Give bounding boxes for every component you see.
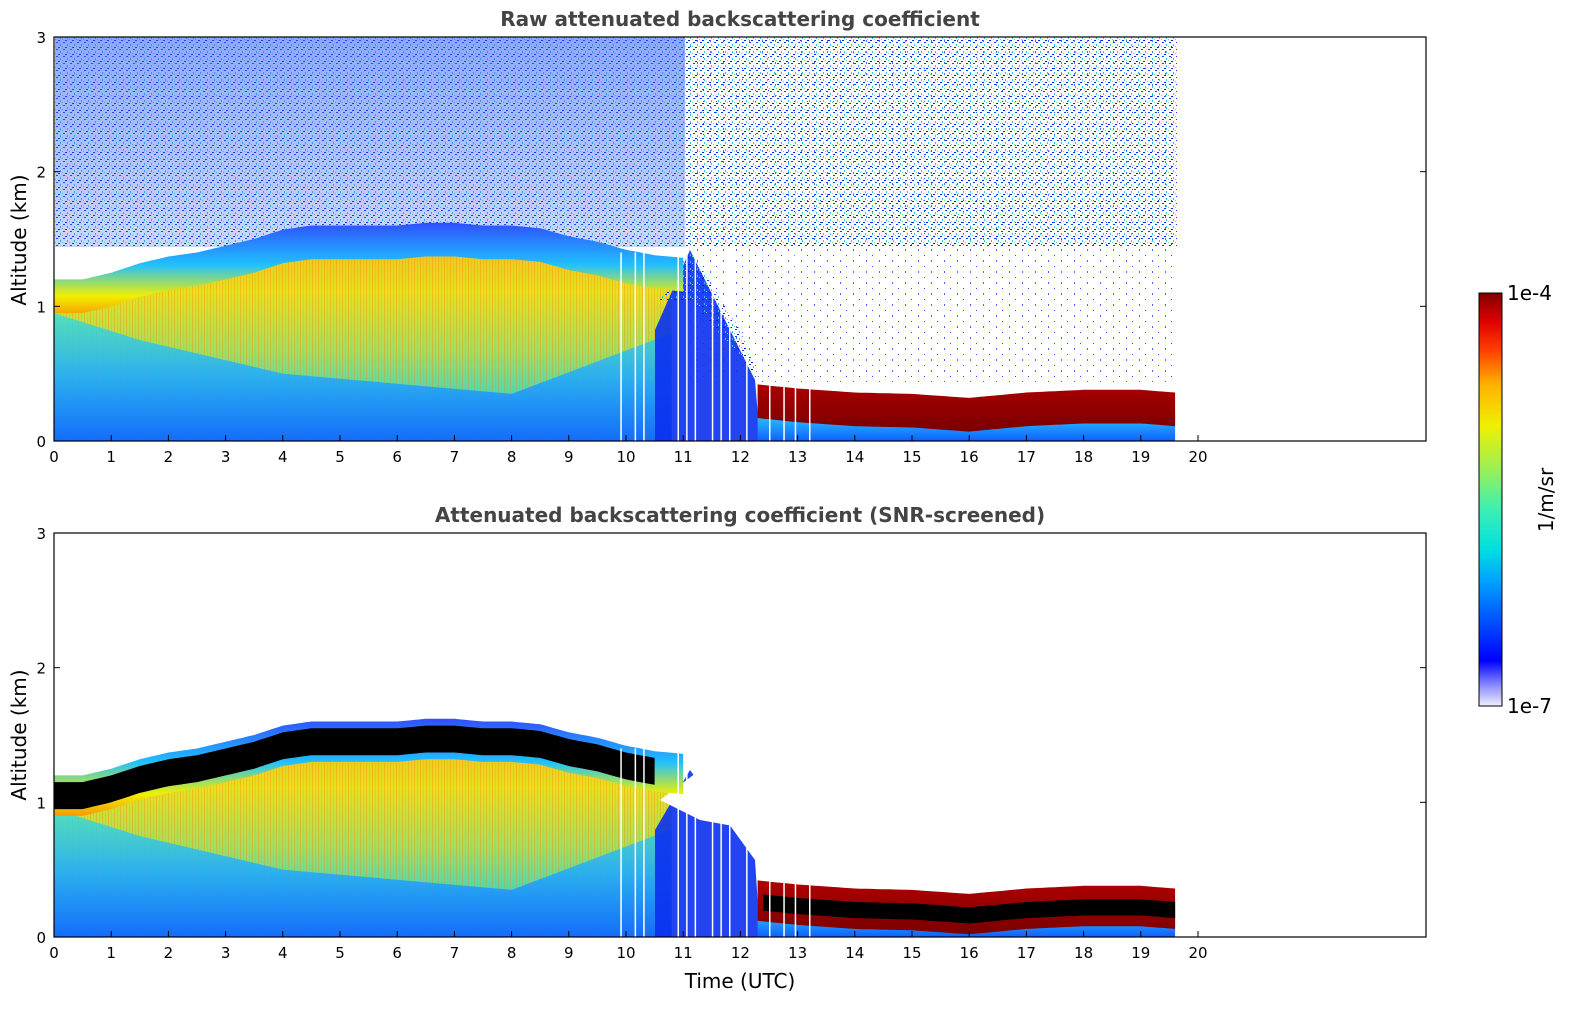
- x-tick-label: 19: [1131, 944, 1150, 962]
- x-tick-label: 15: [902, 944, 921, 962]
- data-gap-line: [809, 748, 811, 937]
- x-tick-label: 6: [392, 944, 402, 962]
- x-tick-label: 5: [335, 944, 345, 962]
- data-gap-line: [634, 252, 637, 441]
- data-gap-line: [711, 748, 714, 937]
- x-tick-label: 4: [278, 944, 288, 962]
- x-tick-label: 2: [164, 944, 174, 962]
- data-gap-line: [720, 252, 722, 441]
- x-tick-label: 9: [564, 448, 574, 466]
- x-tick-label: 13: [788, 944, 807, 962]
- x-tick-label: 7: [450, 448, 460, 466]
- data-gap-line: [746, 252, 748, 441]
- data-gap-line: [694, 252, 697, 441]
- colorbar-min-label: 1e-7: [1507, 694, 1552, 718]
- x-tick-label: 6: [392, 448, 402, 466]
- snr-panel-title: Attenuated backscattering coefficient (S…: [435, 503, 1045, 527]
- data-gap-line: [729, 252, 731, 441]
- colorbar-max-label: 1e-4: [1507, 281, 1552, 305]
- data-gap-line: [729, 748, 731, 937]
- data-gap-line: [769, 748, 771, 937]
- data-gap-line: [794, 748, 797, 937]
- x-tick-label: 4: [278, 448, 288, 466]
- x-tick-label: 7: [450, 944, 460, 962]
- data-gap-line: [720, 748, 722, 937]
- colorbar-unit-label: 1/m/sr: [1534, 467, 1558, 532]
- x-tick-label: 1: [106, 944, 116, 962]
- data-gap-line: [677, 748, 679, 937]
- x-tick-label: 10: [616, 944, 635, 962]
- y-tick-label: 2: [36, 660, 46, 678]
- x-tick-label: 0: [49, 448, 59, 466]
- x-tick-label: 9: [564, 944, 574, 962]
- x-tick-label: 8: [507, 448, 517, 466]
- x-tick-label: 18: [1074, 448, 1093, 466]
- x-tick-label: 16: [960, 448, 979, 466]
- data-gap-line: [686, 252, 688, 441]
- data-gap-line: [620, 748, 622, 937]
- data-gap-line: [794, 252, 797, 441]
- data-gap-line: [694, 748, 697, 937]
- y-tick-label: 0: [36, 929, 46, 947]
- x-tick-label: 20: [1188, 448, 1207, 466]
- snr-ylabel: Altitude (km): [7, 669, 31, 800]
- x-tick-label: 11: [674, 944, 693, 962]
- data-gap-line: [711, 252, 714, 441]
- data-gap-line: [643, 748, 645, 937]
- x-tick-label: 13: [788, 448, 807, 466]
- data-gap-line: [783, 252, 785, 441]
- data-gap-line: [677, 252, 679, 441]
- x-tick-label: 5: [335, 448, 345, 466]
- x-tick-label: 3: [221, 944, 231, 962]
- x-tick-label: 17: [1017, 944, 1036, 962]
- data-gap-line: [686, 748, 688, 937]
- x-tick-label: 14: [845, 448, 864, 466]
- y-tick-label: 3: [36, 525, 46, 543]
- y-tick-label: 3: [36, 29, 46, 47]
- x-tick-label: 15: [902, 448, 921, 466]
- snr-heatmap-image: [54, 718, 1176, 937]
- data-gap-line: [809, 252, 811, 441]
- snr-backscatter-panel: Attenuated backscattering coefficient (S…: [7, 503, 1427, 993]
- x-tick-label: 12: [731, 448, 750, 466]
- y-tick-label: 1: [36, 298, 46, 316]
- raw-panel-title: Raw attenuated backscattering coefficien…: [500, 7, 980, 31]
- data-gap-line: [769, 252, 771, 441]
- x-tick-label: 11: [674, 448, 693, 466]
- colorbar-gradient: [1478, 292, 1503, 707]
- y-tick-label: 0: [36, 433, 46, 451]
- x-tick-label: 10: [616, 448, 635, 466]
- data-gap-line: [634, 748, 637, 937]
- raw-backscatter-panel: Raw attenuated backscattering coefficien…: [7, 7, 1427, 466]
- x-tick-label: 1: [106, 448, 116, 466]
- x-tick-label: 14: [845, 944, 864, 962]
- y-tick-label: 2: [36, 164, 46, 182]
- colorbar: 1e-4 1e-7 1/m/sr: [1478, 281, 1558, 718]
- raw-heatmap-image: [54, 37, 1177, 441]
- x-tick-label: 8: [507, 944, 517, 962]
- x-tick-label: 12: [731, 944, 750, 962]
- x-tick-label: 0: [49, 944, 59, 962]
- data-gap-line: [746, 748, 748, 937]
- raw-ylabel: Altitude (km): [7, 174, 31, 305]
- data-gap-line: [783, 748, 785, 937]
- x-tick-label: 3: [221, 448, 231, 466]
- time-xlabel: Time (UTC): [684, 969, 796, 993]
- x-tick-label: 19: [1131, 448, 1150, 466]
- x-tick-label: 16: [960, 944, 979, 962]
- x-tick-label: 20: [1188, 944, 1207, 962]
- x-tick-label: 18: [1074, 944, 1093, 962]
- x-tick-label: 2: [164, 448, 174, 466]
- data-gap-line: [620, 252, 622, 441]
- y-tick-label: 1: [36, 794, 46, 812]
- x-tick-label: 17: [1017, 448, 1036, 466]
- data-gap-line: [643, 252, 645, 441]
